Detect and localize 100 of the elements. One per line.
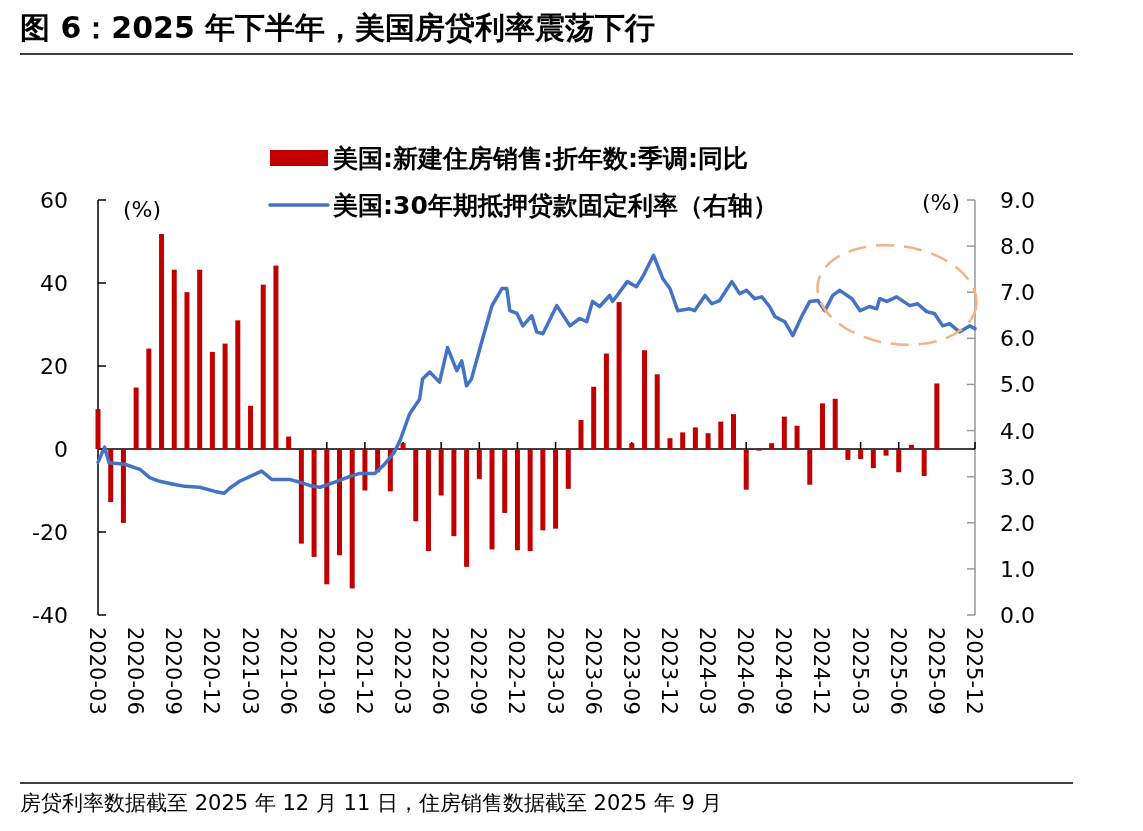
bar <box>883 449 889 456</box>
x-tick-label: 2024-06 <box>733 627 758 715</box>
y2-tick-label: 5.0 <box>1000 372 1035 398</box>
bar <box>896 449 902 473</box>
bar <box>159 234 165 449</box>
bar <box>603 353 609 449</box>
bar <box>718 421 724 449</box>
bar <box>451 449 457 537</box>
bar <box>425 449 431 552</box>
bar <box>95 409 101 449</box>
bar <box>832 398 838 449</box>
bar <box>819 403 825 449</box>
x-tick-label: 2023-09 <box>618 627 643 715</box>
bar <box>171 269 177 449</box>
y2-tick-label: 0.0 <box>1000 603 1035 628</box>
x-tick-label: 2025-12 <box>962 627 986 715</box>
bar <box>858 449 864 459</box>
y-tick-label: -20 <box>32 520 68 545</box>
legend-label: 美国:30年期抵押贷款固定利率（右轴） <box>332 191 778 220</box>
x-tick-label: 2024-12 <box>809 627 834 715</box>
bar <box>514 449 520 551</box>
x-tick-label: 2022-03 <box>390 627 415 715</box>
bar <box>413 449 419 522</box>
x-tick-label: 2021-03 <box>237 627 262 715</box>
x-tick-label: 2024-09 <box>771 627 796 715</box>
text: 房贷利率数据截至 2025 年 12 月 11 日，住房销售数据截至 2025 年 9 月 <box>20 791 723 815</box>
bar <box>120 449 126 523</box>
bar <box>692 427 698 449</box>
bar <box>807 449 813 485</box>
y2-tick-label: 4.0 <box>1000 418 1035 444</box>
x-tick-label: 2025-03 <box>847 627 872 715</box>
x-tick-label: 2025-09 <box>923 627 948 715</box>
y2-tick-label: 8.0 <box>1000 234 1035 260</box>
bar <box>464 449 470 567</box>
y2-tick-label: 3.0 <box>1000 464 1035 490</box>
bar <box>642 350 648 449</box>
x-tick-label: 2022-09 <box>466 627 491 715</box>
bar <box>362 449 368 491</box>
bar <box>591 386 597 449</box>
bar <box>553 449 559 529</box>
y2-tick-label: 2.0 <box>1000 510 1035 536</box>
y2-axis-title: (%) <box>921 190 960 215</box>
bar <box>311 449 317 557</box>
bar <box>273 265 279 449</box>
bar <box>502 449 508 513</box>
x-tick-label: 2022-06 <box>428 627 453 715</box>
bar <box>222 343 228 449</box>
bar <box>845 449 851 460</box>
bar <box>349 449 355 589</box>
y-axis-title: (%) <box>123 197 162 222</box>
bar <box>705 433 711 449</box>
bar <box>921 449 927 476</box>
bar <box>133 387 139 449</box>
bar <box>286 436 292 449</box>
y-tick-label: 0 <box>54 437 68 462</box>
y-tick-label: 60 <box>40 188 68 213</box>
x-tick-label: 2024-03 <box>695 627 720 715</box>
bar <box>781 416 787 449</box>
bar <box>565 449 571 489</box>
bar <box>654 374 660 449</box>
y-tick-label: 20 <box>40 354 68 379</box>
bar <box>298 449 304 544</box>
legend-label: 美国:新建住房销售:折年数:季调:同比 <box>332 144 748 173</box>
bar <box>146 348 152 449</box>
bar <box>794 425 800 449</box>
bar <box>769 443 775 449</box>
x-tick-label: 2020-09 <box>161 627 186 715</box>
bar <box>680 432 686 449</box>
x-tick-label: 2023-03 <box>542 627 567 715</box>
bar <box>197 269 203 449</box>
chart-title: 图 6：2025 年下半年，美国房贷利率震荡下行 <box>20 10 656 45</box>
x-tick-label: 2022-12 <box>504 627 529 715</box>
bar <box>476 449 482 479</box>
x-tick-label: 2021-12 <box>351 627 376 715</box>
bar <box>260 284 266 449</box>
y2-tick-label: 9.0 <box>1000 188 1035 213</box>
bar <box>336 449 342 556</box>
x-tick-label: 2020-06 <box>123 627 148 715</box>
x-tick-label: 2023-12 <box>656 627 681 715</box>
x-tick-label: 2021-06 <box>275 627 300 715</box>
y2-tick-label: 6.0 <box>1000 326 1035 352</box>
bar <box>578 419 584 449</box>
bar <box>184 292 190 449</box>
y-tick-label: 40 <box>40 271 68 296</box>
x-tick-label: 2025-06 <box>885 627 910 715</box>
x-tick-label: 2020-03 <box>85 627 109 715</box>
x-tick-label: 2021-09 <box>313 627 338 715</box>
bar <box>870 449 876 469</box>
bar <box>438 449 444 496</box>
bar <box>324 449 330 585</box>
y-tick-label: -40 <box>32 603 68 628</box>
bar <box>616 302 622 449</box>
y2-tick-label: 7.0 <box>1000 280 1035 306</box>
bar <box>743 449 749 490</box>
bar <box>934 383 940 449</box>
x-tick-label: 2023-06 <box>580 627 605 715</box>
bar <box>731 414 737 449</box>
bar <box>540 449 546 531</box>
x-tick-label: 2020-12 <box>199 627 224 715</box>
bar <box>209 351 215 449</box>
